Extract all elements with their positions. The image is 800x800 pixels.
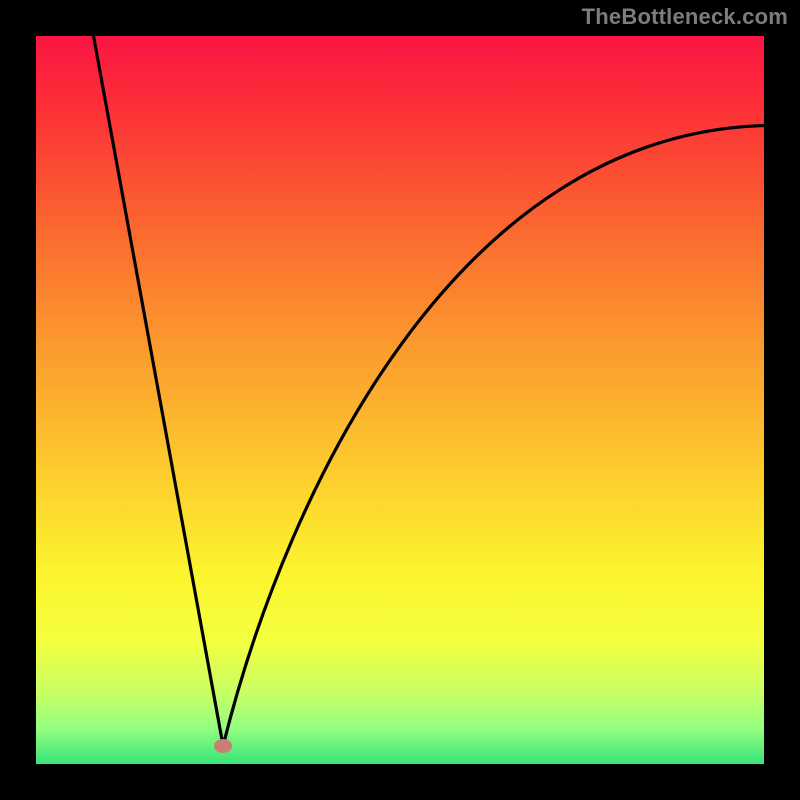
watermark-text: TheBottleneck.com [582,4,788,30]
bottleneck-curve [36,36,764,764]
plot-area [36,36,764,764]
chart-container: TheBottleneck.com [0,0,800,800]
minimum-marker [214,739,232,753]
